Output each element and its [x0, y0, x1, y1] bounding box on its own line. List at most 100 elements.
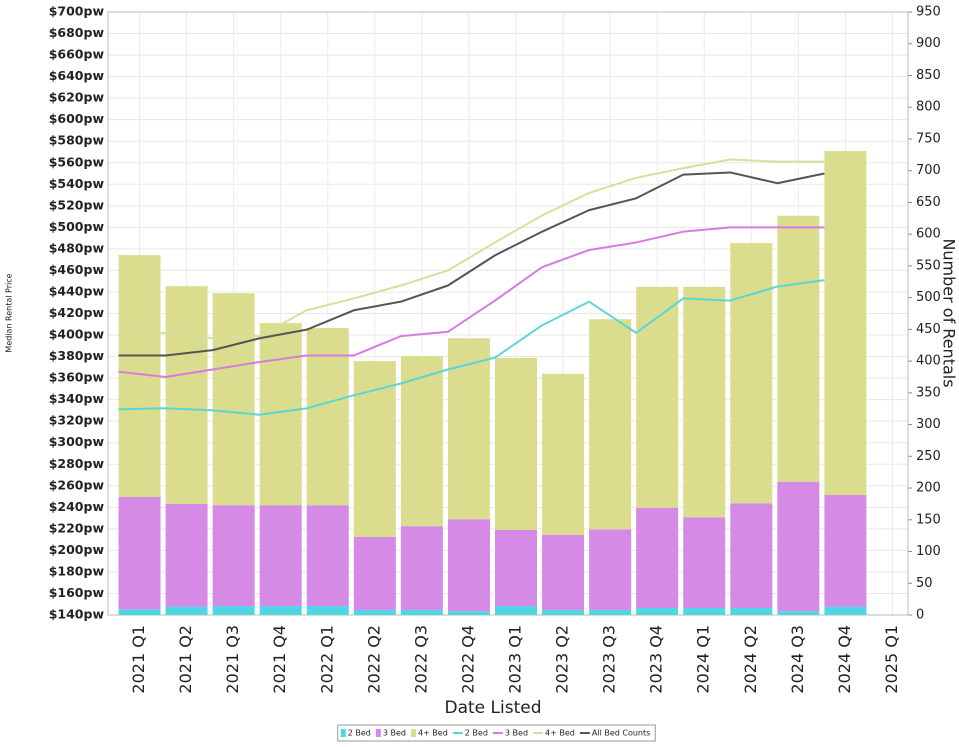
y-tick-label: $260pw — [49, 477, 105, 492]
y-tick-label: $160pw — [49, 585, 105, 600]
y2-tick-label: 650 — [916, 195, 941, 210]
bar — [683, 608, 726, 615]
line — [118, 171, 825, 357]
bar — [306, 328, 349, 506]
bar — [400, 356, 443, 527]
x-tick-label: 2024 Q1 — [694, 625, 713, 694]
x-tick-label: 2022 Q3 — [411, 625, 430, 694]
x-tick-label: 2023 Q1 — [506, 625, 525, 694]
x-tick-label: 2022 Q1 — [317, 625, 336, 694]
bar — [589, 609, 632, 615]
bar — [824, 606, 867, 615]
x-tick-label: 2023 Q4 — [647, 625, 666, 694]
y-tick-label: $540pw — [49, 176, 105, 191]
x-tick-label: 2021 Q4 — [270, 625, 289, 694]
bar — [353, 361, 396, 537]
y-tick-label: $420pw — [49, 305, 105, 320]
bar — [495, 529, 537, 607]
bar — [824, 495, 867, 607]
legend-swatch — [410, 729, 416, 737]
bar — [400, 526, 443, 610]
x-tick-label: 2022 Q2 — [364, 625, 383, 694]
y-tick-label: $200pw — [49, 542, 105, 557]
y-tick-label: $340pw — [49, 391, 105, 406]
y-tick-label: $660pw — [49, 47, 105, 62]
y-tick-label: $580pw — [49, 133, 105, 148]
bar — [777, 215, 820, 482]
y-axis-label: Median Rental Price — [5, 273, 14, 352]
y2-tick-label: 250 — [916, 449, 941, 464]
bar — [353, 609, 396, 615]
bar — [542, 609, 585, 615]
legend-item: All Bed Counts — [579, 729, 650, 738]
y2-axis-label: Number of Rentals — [940, 238, 959, 387]
bar — [165, 503, 208, 607]
y-tick-label: $500pw — [49, 219, 105, 234]
bar — [118, 609, 161, 615]
y2-tick-label: 500 — [916, 290, 941, 305]
y-tick-label: $180pw — [49, 563, 105, 578]
bar — [353, 536, 396, 610]
y-tick-label: $320pw — [49, 413, 105, 428]
bar — [447, 519, 490, 612]
y-tick-label: $380pw — [49, 348, 105, 363]
y-tick-label: $280pw — [49, 456, 105, 471]
bar — [118, 496, 161, 610]
y-tick-label: $560pw — [49, 154, 105, 169]
legend-label: 2 Bed — [465, 729, 488, 738]
bar — [636, 507, 679, 609]
legend-label: 3 Bed — [505, 729, 528, 738]
x-tick-label: 2023 Q3 — [600, 625, 619, 694]
y-tick-label: $600pw — [49, 111, 105, 126]
bar — [306, 505, 349, 607]
bar — [212, 606, 255, 615]
legend-label: 4+ Bed — [545, 729, 575, 738]
bar — [400, 609, 443, 615]
y2-tick-label: 950 — [916, 5, 941, 20]
bar — [777, 611, 820, 615]
legend-label: 2 Bed — [348, 729, 371, 738]
y-tick-label: $300pw — [49, 434, 105, 449]
x-tick-label: 2024 Q4 — [835, 625, 854, 694]
bar — [212, 505, 255, 607]
y-tick-label: $680pw — [49, 25, 105, 40]
bar — [495, 606, 537, 615]
legend-label: 3 Bed — [383, 729, 406, 738]
bar — [636, 608, 679, 615]
legend-label: All Bed Counts — [592, 729, 650, 738]
legend-item: 2 Bed — [340, 729, 371, 738]
y2-tick-label: 550 — [916, 258, 941, 273]
bar — [589, 529, 632, 610]
bar — [259, 606, 302, 615]
y2-tick-label: 750 — [916, 131, 941, 146]
y2-tick-label: 100 — [916, 544, 941, 559]
bar — [212, 293, 255, 506]
y2-tick-label: 200 — [916, 481, 941, 496]
y2-tick-label: 850 — [916, 68, 941, 83]
bar — [542, 535, 585, 610]
line — [118, 158, 825, 340]
legend-swatch — [340, 729, 346, 737]
legend-item: 2 Bed — [452, 729, 488, 738]
bar — [306, 606, 349, 615]
x-tick-label: 2021 Q1 — [129, 625, 148, 694]
y-tick-label: $440pw — [49, 283, 105, 298]
bar — [542, 373, 585, 536]
y-tick-label: $460pw — [49, 262, 105, 277]
x-tick-label: 2024 Q3 — [788, 625, 807, 694]
x-tick-label: 2024 Q2 — [741, 625, 760, 694]
y-tick-label: $360pw — [49, 370, 105, 385]
y-tick-label: $240pw — [49, 499, 105, 514]
legend-label: 4+ Bed — [418, 729, 448, 738]
bar — [447, 338, 490, 520]
legend-item: 3 Bed — [375, 729, 406, 738]
x-tick-label: 2022 Q4 — [458, 625, 477, 694]
y2-tick-label: 300 — [916, 417, 941, 432]
y-tick-label: $640pw — [49, 68, 105, 83]
y-tick-label: $480pw — [49, 240, 105, 255]
bar — [777, 481, 820, 612]
bar — [495, 357, 537, 530]
bar — [259, 505, 302, 607]
y2-tick-label: 450 — [916, 322, 941, 337]
